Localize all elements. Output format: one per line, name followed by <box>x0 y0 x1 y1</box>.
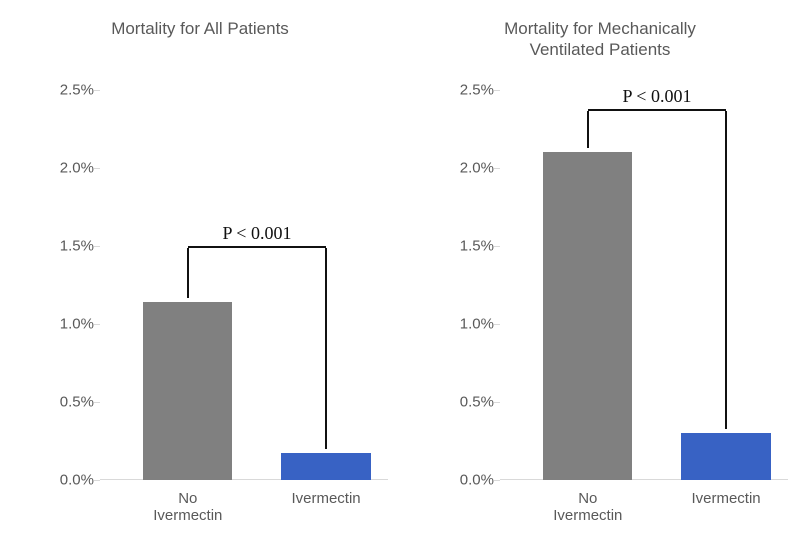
x-tick-label: Ivermectin <box>281 490 370 507</box>
significance-bracket <box>188 246 326 248</box>
y-tick-label: 0.5% <box>434 394 494 411</box>
y-tick-label: 2.0% <box>34 160 94 177</box>
y-tick-label: 0.5% <box>34 394 94 411</box>
plot-area-right: 0.0%0.5%1.0%1.5%2.0%2.5%No IvermectinIve… <box>500 90 788 480</box>
bar <box>681 433 770 480</box>
y-tick <box>94 246 100 247</box>
y-tick <box>494 402 500 403</box>
y-tick <box>94 168 100 169</box>
panel-left: Mortality for All Patients 0.0%0.5%1.0%1… <box>0 0 400 542</box>
panel-right: Mortality for Mechanically Ventilated Pa… <box>400 0 800 542</box>
y-tick-label: 2.5% <box>434 82 494 99</box>
y-tick <box>94 480 100 481</box>
bracket-leg <box>725 111 727 429</box>
chart-title: Mortality for Mechanically Ventilated Pa… <box>400 18 800 61</box>
y-tick-label: 2.0% <box>434 160 494 177</box>
p-value-label: P < 0.001 <box>622 86 691 107</box>
y-tick <box>494 480 500 481</box>
y-tick <box>94 402 100 403</box>
bracket-leg <box>187 248 189 298</box>
significance-bracket <box>588 109 726 111</box>
bar <box>281 453 370 480</box>
p-value-label: P < 0.001 <box>222 223 291 244</box>
y-tick <box>494 324 500 325</box>
chart-title: Mortality for All Patients <box>0 18 400 39</box>
y-tick <box>494 90 500 91</box>
y-tick-label: 1.5% <box>434 238 494 255</box>
bar <box>543 152 632 480</box>
bracket-leg <box>587 111 589 149</box>
panels-container: Mortality for All Patients 0.0%0.5%1.0%1… <box>0 0 800 542</box>
bracket-leg <box>325 248 327 449</box>
y-tick-label: 1.5% <box>34 238 94 255</box>
plot-area-left: 0.0%0.5%1.0%1.5%2.0%2.5%No IvermectinIve… <box>100 90 388 480</box>
bar <box>143 302 232 480</box>
y-tick <box>94 90 100 91</box>
y-tick-label: 2.5% <box>34 82 94 99</box>
y-tick-label: 1.0% <box>34 316 94 333</box>
y-tick <box>94 324 100 325</box>
y-tick-label: 1.0% <box>434 316 494 333</box>
x-tick-label: No Ivermectin <box>143 490 232 524</box>
y-tick-label: 0.0% <box>34 472 94 489</box>
y-tick-label: 0.0% <box>434 472 494 489</box>
x-tick-label: No Ivermectin <box>543 490 632 524</box>
y-tick <box>494 168 500 169</box>
y-tick <box>494 246 500 247</box>
x-tick-label: Ivermectin <box>681 490 770 507</box>
